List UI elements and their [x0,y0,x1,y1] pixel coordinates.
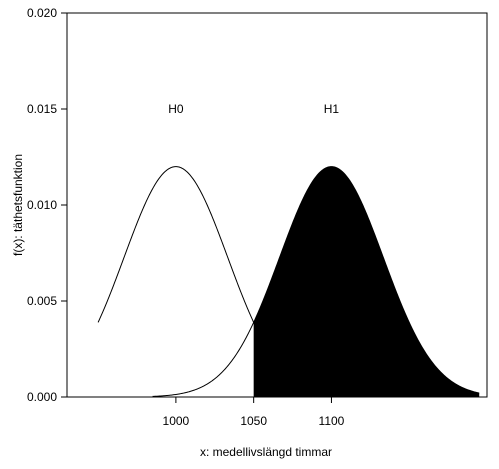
y-tick-label: 0.010 [27,198,57,212]
plot-frame [66,12,488,398]
y-tick-label: 0.015 [27,102,57,116]
y-tick-label: 0.020 [27,6,57,20]
curve-annotation-h0: H0 [168,102,184,116]
y-tick-label: 0.000 [27,390,57,404]
x-tick-label: 1000 [163,414,190,428]
x-tick-label: 1050 [240,414,267,428]
curve-annotation-h1: H1 [324,102,340,116]
y-axis-label: f(x): täthetsfunktion [11,154,25,256]
y-tick-label: 0.005 [27,294,57,308]
density-curve-h1 [152,166,480,397]
x-tick-label: 1100 [319,414,345,428]
x-axis-label: x: medellivslängd timmar [200,445,332,459]
density-curve-h0 [97,166,309,389]
rejection-region-h1 [253,166,480,397]
